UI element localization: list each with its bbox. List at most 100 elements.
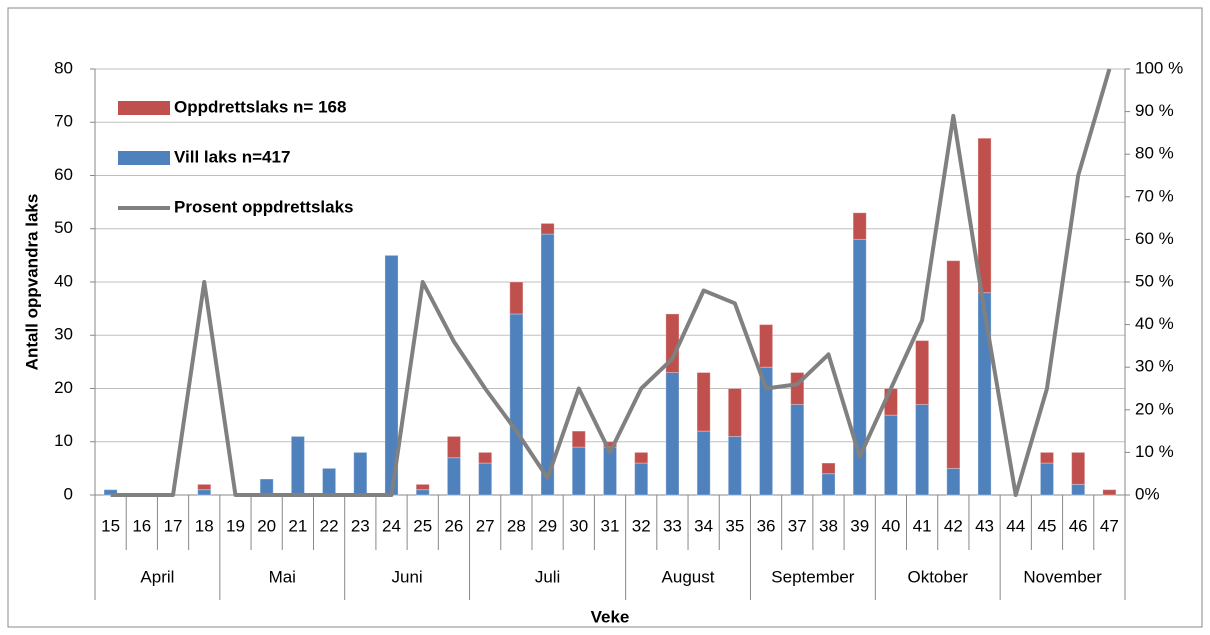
bar <box>446 457 461 496</box>
x-tick-label: 37 <box>788 516 807 535</box>
x-tick-label: 23 <box>351 516 370 535</box>
x-tick-label: 40 <box>881 516 900 535</box>
bar <box>852 212 867 240</box>
x-tick-label: 24 <box>382 516 401 535</box>
bar <box>1102 489 1117 496</box>
x-tick-label: 30 <box>569 516 588 535</box>
x-tick-label: 27 <box>476 516 495 535</box>
month-label: August <box>662 567 715 586</box>
x-tick-label: 29 <box>538 516 557 535</box>
y-tick-label: 70 <box>54 112 73 131</box>
x-tick-label: 31 <box>601 516 620 535</box>
month-label: September <box>771 567 854 586</box>
y-tick-label: 40 <box>54 271 73 290</box>
x-tick-label: 42 <box>944 516 963 535</box>
y2-tick-label: 10 % <box>1135 442 1174 461</box>
bar <box>1071 483 1086 496</box>
y2-tick-label: 60 % <box>1135 229 1174 248</box>
bar <box>696 372 711 432</box>
x-tick-label: 25 <box>413 516 432 535</box>
x-tick-label: 45 <box>1038 516 1057 535</box>
bar <box>634 462 649 496</box>
x-tick-label: 38 <box>819 516 838 535</box>
y2-tick-label: 70 % <box>1135 186 1174 205</box>
x-tick-label: 28 <box>507 516 526 535</box>
bar <box>977 137 992 294</box>
x-tick-label: 15 <box>101 516 120 535</box>
y2-tick-label: 50 % <box>1135 271 1174 290</box>
x-tick-label: 33 <box>663 516 682 535</box>
bar <box>353 451 368 496</box>
y2-tick-label: 30 % <box>1135 357 1174 376</box>
y-tick-label: 50 <box>54 218 73 237</box>
bar <box>946 467 961 496</box>
x-tick-label: 21 <box>288 516 307 535</box>
y-tick-label: 60 <box>54 165 73 184</box>
bar <box>1039 462 1055 496</box>
bar <box>478 462 493 496</box>
bar <box>478 451 493 464</box>
y-tick-label: 10 <box>54 431 73 450</box>
x-tick-label: 43 <box>975 516 994 535</box>
x-axis-title: Veke <box>591 607 630 626</box>
x-tick-label: 34 <box>694 516 713 535</box>
chart-frame <box>7 7 1203 628</box>
month-label: November <box>1023 567 1102 586</box>
bar <box>509 281 524 315</box>
y2-tick-label: 40 % <box>1135 314 1174 333</box>
bar <box>946 260 961 469</box>
bar <box>634 451 649 464</box>
legend-label: Vill laks n=417 <box>174 147 290 166</box>
legend-label: Oppdrettslaks n= 168 <box>174 97 346 116</box>
bar <box>1039 451 1055 464</box>
bar <box>103 489 118 496</box>
bar <box>197 489 212 496</box>
bar <box>540 233 555 496</box>
bar <box>665 372 680 496</box>
y2-tick-label: 0% <box>1135 484 1160 503</box>
bar <box>727 435 742 496</box>
bar <box>322 467 337 496</box>
y2-tick-label: 20 % <box>1135 399 1174 418</box>
month-label: April <box>140 567 174 586</box>
y-axis-title: Antall oppvandra laks <box>22 194 41 371</box>
bar <box>883 414 898 496</box>
bar <box>571 446 586 496</box>
x-tick-label: 47 <box>1100 516 1119 535</box>
y2-tick-label: 100 % <box>1135 58 1183 77</box>
bar <box>197 483 212 491</box>
legend-swatch <box>118 101 170 115</box>
legend-swatch <box>118 151 170 165</box>
x-tick-label: 17 <box>164 516 183 535</box>
x-tick-label: 46 <box>1069 516 1088 535</box>
month-label: Juli <box>535 567 561 586</box>
x-tick-label: 16 <box>132 516 151 535</box>
x-tick-label: 36 <box>757 516 776 535</box>
x-tick-label: 19 <box>226 516 245 535</box>
y2-tick-label: 90 % <box>1135 101 1174 120</box>
bar <box>915 340 930 405</box>
x-tick-label: 20 <box>257 516 276 535</box>
month-label: Oktober <box>907 567 968 586</box>
x-tick-label: 22 <box>320 516 339 535</box>
x-tick-label: 26 <box>444 516 463 535</box>
bar <box>1071 451 1086 485</box>
bar <box>696 430 711 496</box>
bar <box>415 489 430 496</box>
month-label: Juni <box>392 567 423 586</box>
x-tick-label: 44 <box>1006 516 1025 535</box>
x-tick-label: 35 <box>725 516 744 535</box>
month-label: Mai <box>269 567 296 586</box>
y-tick-label: 0 <box>64 484 73 503</box>
x-tick-label: 39 <box>850 516 869 535</box>
y-tick-label: 30 <box>54 325 73 344</box>
bar <box>821 473 836 496</box>
bar <box>821 462 836 475</box>
y-tick-label: 20 <box>54 378 73 397</box>
bar <box>571 430 586 448</box>
bar <box>727 388 742 437</box>
bar <box>509 313 524 496</box>
y-tick-label: 80 <box>54 58 73 77</box>
bar <box>540 222 555 235</box>
